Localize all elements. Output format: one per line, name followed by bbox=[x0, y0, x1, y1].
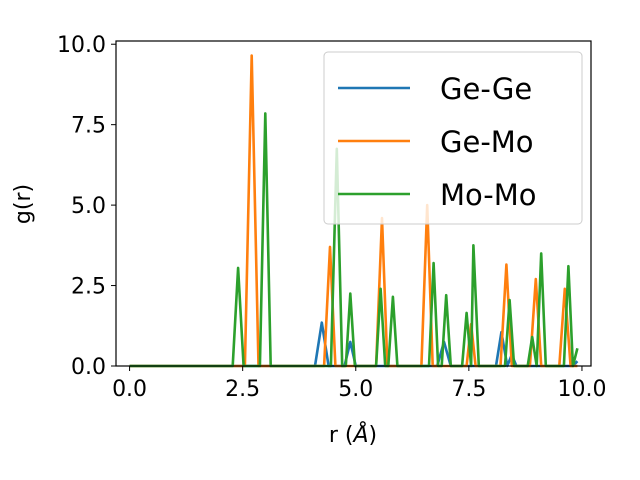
legend: Ge-Ge Ge-Mo Mo-Mo bbox=[323, 51, 583, 225]
x-axis-ticks: 0.0 2.5 5.0 7.5 10.0 bbox=[112, 366, 606, 402]
legend-box bbox=[323, 51, 583, 225]
x-tick-label: 10.0 bbox=[557, 377, 606, 402]
x-tick-label: 0.0 bbox=[112, 377, 147, 402]
y-tick-label: 2.5 bbox=[71, 275, 106, 300]
x-tick-label: 2.5 bbox=[225, 377, 260, 402]
x-tick-label: 7.5 bbox=[451, 377, 486, 402]
y-axis-label: g(r) bbox=[11, 184, 36, 224]
x-tick-label: 5.0 bbox=[338, 377, 373, 402]
x-axis-label-close: ) bbox=[369, 423, 378, 448]
axes-frame bbox=[115, 40, 592, 367]
legend-entries: Ge-Ge Ge-Mo Mo-Mo bbox=[338, 72, 537, 212]
legend-label-mo-mo: Mo-Mo bbox=[440, 178, 537, 212]
y-tick-label: 5.0 bbox=[71, 194, 106, 219]
y-axis-ticks: 0.0 2.5 5.0 7.5 10.0 bbox=[57, 33, 116, 380]
y-tick-label: 0.0 bbox=[71, 355, 106, 380]
x-axis-label: r (Å) bbox=[329, 421, 377, 448]
legend-label-ge-mo: Ge-Mo bbox=[440, 125, 534, 159]
x-axis-label-main: r ( bbox=[329, 423, 354, 448]
y-tick-label: 7.5 bbox=[71, 114, 106, 139]
x-axis-label-unit: Å bbox=[351, 421, 368, 448]
legend-label-ge-ge: Ge-Ge bbox=[440, 72, 532, 106]
y-tick-label: 10.0 bbox=[57, 33, 106, 58]
